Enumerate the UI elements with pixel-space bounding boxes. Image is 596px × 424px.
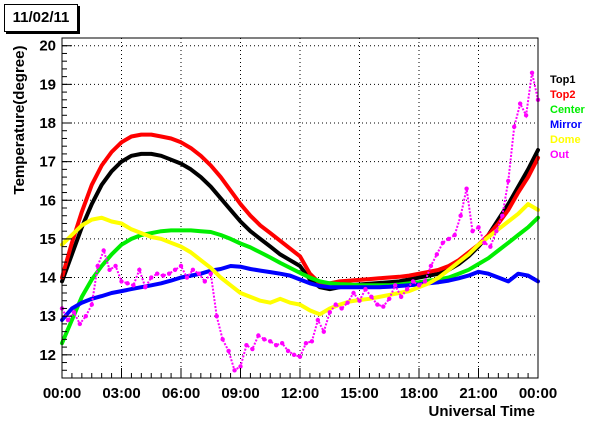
y-tick-label: 16 xyxy=(39,192,56,209)
x-tick-label: 15:00 xyxy=(340,385,378,402)
series-trace xyxy=(61,72,539,372)
x-tick-label: 09:00 xyxy=(221,385,259,402)
x-axis-label: Universal Time xyxy=(429,403,535,420)
legend-entry-mirror: Mirror xyxy=(550,119,583,131)
x-tick-label: 03:00 xyxy=(102,385,140,402)
series-out xyxy=(59,70,541,373)
x-tick-label: 00:00 xyxy=(43,385,81,402)
y-tick-label: 15 xyxy=(39,231,56,248)
y-tick-label: 19 xyxy=(39,76,56,93)
series-line xyxy=(60,202,540,317)
y-tick-label: 18 xyxy=(39,115,56,132)
y-tick-label: 20 xyxy=(39,38,56,55)
legend-entry-out: Out xyxy=(550,149,569,161)
x-tick-label: 12:00 xyxy=(281,385,319,402)
legend-entry-top1: Top1 xyxy=(550,74,575,86)
axis-ticks xyxy=(61,37,539,379)
tick-labels: 12 13 14 15 16 17 18 19 20 00:00 03:00 06:00 09:00 12… xyxy=(39,38,557,402)
series-dome xyxy=(60,202,540,317)
legend-entry-dome: Dome xyxy=(550,134,581,146)
legend-entry-center: Center xyxy=(550,104,586,116)
y-tick-label: 17 xyxy=(39,154,56,171)
series-mirror xyxy=(60,264,540,322)
series-line xyxy=(60,264,540,322)
y-tick-label: 12 xyxy=(39,347,56,364)
y-axis-label: Temperature(degree) xyxy=(11,46,28,195)
x-tick-label: 21:00 xyxy=(459,385,497,402)
chart-title: 11/02/11 xyxy=(4,4,78,32)
y-tick-label: 14 xyxy=(39,270,56,287)
x-tick-label: 06:00 xyxy=(162,385,200,402)
series-layer xyxy=(59,70,541,373)
y-tick-label: 13 xyxy=(39,308,56,325)
legend: Top1 Top2 Center Mirror Dome Out xyxy=(550,74,586,161)
x-tick-label: 18:00 xyxy=(400,385,438,402)
x-tick-label: 00:00 xyxy=(519,385,557,402)
grid-lines xyxy=(61,38,539,378)
legend-entry-top2: Top2 xyxy=(550,89,575,101)
